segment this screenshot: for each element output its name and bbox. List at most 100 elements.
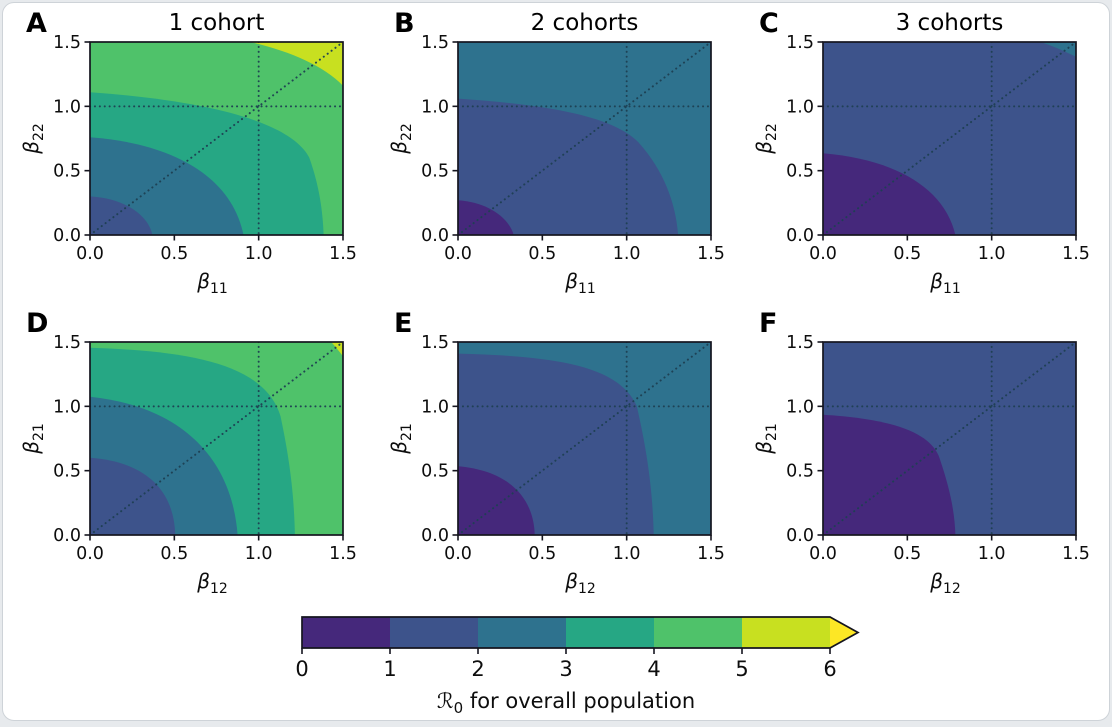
contour-band-level-2 <box>90 196 153 235</box>
x-tick-label: 1.0 <box>245 544 273 564</box>
x-tick-label: 1.5 <box>1062 544 1090 564</box>
panel-title: 2 cohorts <box>531 10 639 36</box>
x-axis-label: β12 <box>564 569 596 597</box>
axes-spines <box>822 41 1077 236</box>
x-tick-label: 1.0 <box>245 244 273 264</box>
colorbar-segment <box>302 617 390 648</box>
colorbar: 0 1 2 3 4 5 6 ℛ0 for overall population <box>295 616 860 717</box>
panel-letter-d: D <box>26 308 49 339</box>
y-tick-label: 1.5 <box>421 33 449 53</box>
y-tick-label: 1.5 <box>786 33 814 53</box>
x-tick-label: 0.0 <box>76 244 104 264</box>
panel-letter-e: E <box>394 308 413 339</box>
x-tick-label: 0.5 <box>528 544 556 564</box>
x-tick-label: 0.0 <box>444 544 472 564</box>
contour-band-level-1 <box>458 466 535 535</box>
y-tick-label: 0.0 <box>786 226 814 246</box>
panel-letter-a: A <box>26 8 48 39</box>
colorbar-segment <box>566 617 654 648</box>
colorbar-label: ℛ0 for overall population <box>437 689 695 717</box>
y-axis-label: β22 <box>387 123 415 155</box>
x-tick-label: 0.0 <box>76 544 104 564</box>
reference-diagonal <box>458 42 711 235</box>
y-axis-label: β21 <box>387 423 415 455</box>
colorbar-extend-arrow <box>830 617 858 648</box>
colorbar-tick-label: 4 <box>647 657 660 681</box>
axes-spines <box>822 341 1077 536</box>
x-axis-label: β12 <box>929 569 961 597</box>
y-tick-label: 1.0 <box>786 97 814 117</box>
colorbar-tick-label: 5 <box>735 657 748 681</box>
x-tick-label: 0.5 <box>893 544 921 564</box>
x-axis-label: β11 <box>929 269 961 297</box>
y-tick-label: 0.5 <box>786 162 814 182</box>
colorbar-segment <box>654 617 742 648</box>
y-tick-label: 0.0 <box>53 526 81 546</box>
y-axis-label: β21 <box>19 423 47 455</box>
reference-diagonal <box>90 342 343 535</box>
colorbar-segment <box>478 617 566 648</box>
y-tick-label: 0.5 <box>786 462 814 482</box>
y-tick-label: 1.5 <box>53 333 81 353</box>
panel-e-plot: 0.00.0 0.5 0.5 1.0 1.0 1.5 1.5 β12 β21 <box>387 333 725 597</box>
colorbar-tick-label: 3 <box>559 657 572 681</box>
y-tick-label: 1.0 <box>421 97 449 117</box>
panel-title: 1 cohort <box>169 10 265 36</box>
x-tick-label: 1.5 <box>697 544 725 564</box>
reference-diagonal <box>823 342 1076 535</box>
x-tick-label: 1.5 <box>1062 244 1090 264</box>
contour-band-level-1 <box>458 200 514 235</box>
x-tick-label: 1.0 <box>613 244 641 264</box>
panel-a-plot: 0.00.0 0.5 0.5 1.0 1.0 1.5 1.5 1 cohort β11 β22 <box>19 10 357 297</box>
x-tick-label: 0.5 <box>893 244 921 264</box>
x-tick-label: 1.0 <box>978 544 1006 564</box>
y-tick-label: 1.5 <box>53 33 81 53</box>
colorbar-tick-label: 0 <box>295 657 308 681</box>
panel-b-plot: 0.00.0 0.5 0.5 1.0 1.0 1.5 1.5 2 cohorts β11 β22 <box>387 10 725 297</box>
y-axis-label: β21 <box>752 423 780 455</box>
y-axis-label: β22 <box>752 123 780 155</box>
y-tick-label: 0.5 <box>53 162 81 182</box>
y-tick-label: 0.0 <box>421 526 449 546</box>
reference-diagonal <box>90 42 343 235</box>
x-tick-label: 1.5 <box>329 244 357 264</box>
panel-c-plot: 0.00.0 0.5 0.5 1.0 1.0 1.5 1.5 3 cohorts β11 β22 <box>752 10 1090 297</box>
y-tick-label: 1.5 <box>421 333 449 353</box>
y-tick-label: 0.0 <box>421 226 449 246</box>
colorbar-tick-label: 6 <box>823 657 836 681</box>
colorbar-tick-label: 1 <box>383 657 396 681</box>
colorbar-segment <box>390 617 478 648</box>
panel-d-plot: 0.00.0 0.5 0.5 1.0 1.0 1.5 1.5 β12 β21 <box>19 333 357 597</box>
panel-letter-c: C <box>759 8 780 39</box>
contour-band-level-2 <box>90 457 176 535</box>
x-tick-label: 0.0 <box>809 544 837 564</box>
y-tick-label: 1.0 <box>53 397 81 417</box>
contour-band-level-2 <box>458 98 679 235</box>
contour-band-level-1 <box>823 153 956 235</box>
axes-spines <box>89 341 344 536</box>
x-tick-label: 1.0 <box>613 544 641 564</box>
x-tick-label: 0.5 <box>160 544 188 564</box>
colorbar-outline <box>301 616 860 649</box>
x-tick-label: 1.0 <box>978 244 1006 264</box>
panel-title: 3 cohorts <box>896 10 1004 36</box>
y-axis-label: β22 <box>19 123 47 155</box>
y-tick-label: 0.0 <box>786 526 814 546</box>
axes-spines <box>457 41 712 236</box>
y-tick-label: 0.5 <box>53 462 81 482</box>
x-tick-label: 0.5 <box>160 244 188 264</box>
contour-band-level-1 <box>823 414 956 535</box>
y-tick-label: 1.5 <box>786 333 814 353</box>
x-tick-label: 1.5 <box>329 544 357 564</box>
colorbar-tick-label: 2 <box>471 657 484 681</box>
x-tick-label: 0.0 <box>809 244 837 264</box>
y-tick-label: 1.0 <box>421 397 449 417</box>
panel-f-plot: 0.00.0 0.5 0.5 1.0 1.0 1.5 1.5 β12 β21 <box>752 333 1090 597</box>
panel-letter-b: B <box>394 8 416 39</box>
reference-diagonal <box>823 42 1076 235</box>
y-tick-label: 0.0 <box>53 226 81 246</box>
x-axis-label: β11 <box>564 269 596 297</box>
axes-spines <box>457 341 712 536</box>
contour-band-level-2 <box>1040 42 1076 57</box>
reference-diagonal <box>458 342 711 535</box>
